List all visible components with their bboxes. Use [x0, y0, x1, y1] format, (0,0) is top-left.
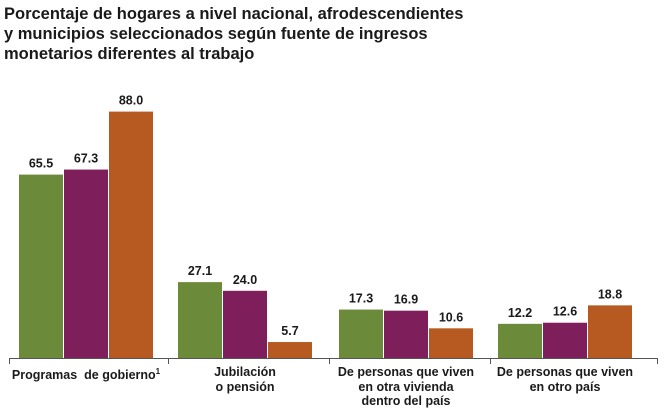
data-label-series-2-cat-4: 12.6: [553, 305, 577, 319]
category-label-line: o pensión: [215, 379, 275, 394]
category-label-3: De personas que viven en otra vivienda den…: [326, 365, 486, 409]
bar-series-2-cat-2: [223, 290, 267, 358]
category-label-2: Jubilación o pensión: [165, 365, 325, 394]
data-label-series-3-cat-2: 5.7: [281, 324, 298, 338]
axis-group: [9, 358, 658, 364]
category-label-line: dentro del país: [361, 394, 451, 408]
data-label-series-2-cat-3: 16.9: [394, 293, 418, 307]
category-label-1: Programas de gobierno1: [6, 365, 166, 383]
category-label-line: De personas que viven: [496, 365, 634, 379]
data-label-series-2-cat-1: 67.3: [74, 152, 98, 166]
bar-series-3-cat-4: [588, 305, 632, 358]
data-label-series-2-cat-2: 24.0: [233, 273, 257, 287]
data-label-series-3-cat-1: 88.0: [119, 94, 143, 108]
bar-series-2-cat-1: [64, 169, 108, 358]
bars-group: [19, 111, 632, 358]
data-label-series-1-cat-2: 27.1: [188, 264, 212, 278]
chart-title: Porcentaje de hogares a nivel nacional, …: [4, 4, 524, 64]
value-labels-group: 65.5 67.3 88.0 27.1 24.0 5.7 17.3 16.9 10.6 12.2 1…: [29, 94, 622, 338]
bar-series-1-cat-3: [339, 309, 383, 358]
category-label-4: De personas que viven en otro país: [485, 365, 645, 394]
data-label-series-3-cat-3: 10.6: [439, 310, 463, 324]
bar-series-1-cat-1: [19, 174, 63, 358]
bar-series-2-cat-4: [543, 322, 587, 358]
data-label-series-1-cat-4: 12.2: [508, 306, 532, 320]
category-label-line: en otro país: [529, 379, 601, 394]
category-label-line: De personas que viven: [337, 365, 475, 379]
bar-series-1-cat-2: [178, 282, 222, 358]
chart-title-line-3: monetarios diferentes al trabajo: [4, 45, 255, 63]
data-label-series-3-cat-4: 18.8: [598, 287, 622, 301]
footnote-marker: 1: [155, 367, 161, 376]
bar-series-2-cat-3: [384, 310, 428, 358]
category-label-line: Jubilación: [214, 365, 276, 379]
bar-series-3-cat-1: [109, 111, 153, 358]
bar-series-3-cat-2: [268, 342, 312, 358]
data-label-series-1-cat-1: 65.5: [29, 157, 53, 171]
bar-series-3-cat-3: [429, 328, 473, 358]
data-label-series-1-cat-3: 17.3: [349, 292, 373, 306]
category-label-line: Programas de gobierno1: [11, 367, 161, 383]
category-label-line: en otra vivienda: [358, 379, 454, 394]
chart-title-line-1: Porcentaje de hogares a nivel nacional, …: [4, 5, 464, 23]
bar-series-1-cat-4: [498, 323, 542, 358]
chart-title-line-2: y municipios seleccionados según fuente …: [4, 25, 428, 43]
